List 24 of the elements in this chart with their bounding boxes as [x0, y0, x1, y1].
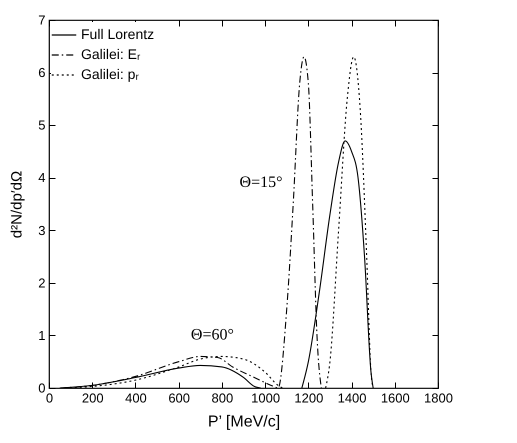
- x-tick-label: 1400: [338, 390, 367, 406]
- annotation: Θ=60°: [190, 326, 234, 344]
- x-tick-label: 1000: [251, 390, 280, 406]
- x-tick-label: 200: [82, 390, 104, 406]
- x-tick-label: 1200: [294, 390, 324, 406]
- y-tick-label: 0: [38, 380, 46, 396]
- x-tick-label: 800: [212, 390, 234, 406]
- x-tick-label: 1800: [424, 390, 453, 406]
- y-tick-label: 6: [38, 65, 46, 80]
- legend-label: Galilei: Eᵣ: [81, 46, 142, 62]
- x-tick-label: 1600: [380, 390, 410, 406]
- y-tick-label: 4: [38, 170, 46, 186]
- y-axis-title: d²N/dp′dΩ: [8, 170, 26, 238]
- legend-label: Galilei: pᵣ: [81, 66, 140, 82]
- y-tick-label: 3: [38, 222, 46, 238]
- x-tick-label: 600: [168, 390, 190, 406]
- y-tick-label: 7: [38, 12, 46, 28]
- y-tick-label: 1: [38, 328, 46, 343]
- x-tick-label: 400: [125, 390, 147, 406]
- y-tick-label: 5: [38, 118, 46, 133]
- y-tick-label: 2: [38, 275, 46, 290]
- x-axis-title: P’ [MeV/c]: [208, 414, 280, 430]
- legend-label: Full Lorentz: [81, 26, 154, 42]
- annotation: Θ=15°: [240, 174, 282, 191]
